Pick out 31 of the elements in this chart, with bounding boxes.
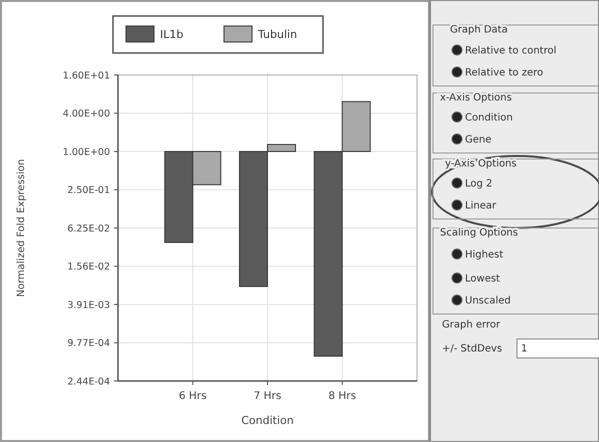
y-tick-label: 1.00E+00 [62,146,110,158]
text: x-Axis Options [440,92,512,104]
text: Lowest [465,274,500,284]
y-tick-label: 1.56E-02 [67,262,110,273]
text: Scaling Options [440,228,518,238]
y-axis-title: Normalized Fold Expression [16,159,27,297]
text: Relative to control [465,46,556,56]
text: 1 [521,344,528,354]
text: Linear [465,200,497,212]
y-tick-label: 6.25E-02 [67,223,110,234]
y-tick-label: 9.77E-04 [67,338,110,350]
y-tick-label: 2.50E-01 [67,185,110,196]
legend-label: IL1b [160,28,184,41]
text: Gene [465,134,492,146]
y-tick-label: 1.60E+01 [62,70,110,82]
text: +/- StdDevs [442,344,502,354]
text: Graph Data [450,24,508,36]
text: Unscaled [465,296,511,306]
y-tick-label: 4.00E+00 [62,108,110,120]
text: Highest [465,250,504,260]
x-tick-label: 8 Hrs [328,390,356,402]
y-tick-label: 2.44E-04 [67,376,110,388]
text: Condition [465,112,513,124]
text: Log 2 [465,178,492,190]
text: Graph error [442,320,501,330]
x-tick-label: 6 Hrs [178,390,207,402]
text: Relative to zero [465,68,544,78]
x-axis-title: Condition [241,414,294,427]
x-tick-label: 7 Hrs [254,390,282,402]
legend-label: Tubulin [257,28,298,41]
y-tick-label: 3.91E-03 [67,300,110,311]
